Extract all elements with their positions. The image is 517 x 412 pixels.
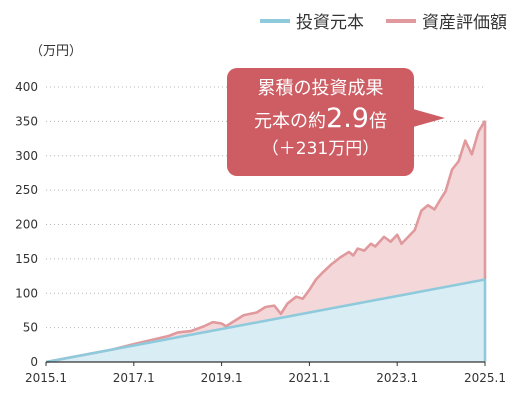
x-tick-label-0: 2015.1: [25, 371, 67, 385]
callout-multiplier: 2.9: [326, 103, 369, 135]
x-tick-label-1: 2017.1: [113, 371, 155, 385]
y-tick-label-100: 100: [15, 286, 38, 300]
x-tick-label-4: 2023.1: [376, 371, 418, 385]
callout-line1: 累積の投資成果: [257, 78, 384, 99]
callout-line3: （＋231万円）: [261, 138, 380, 159]
callout-box: 累積の投資成果 元本の約2.9倍 （＋231万円）: [227, 68, 414, 176]
x-tick-label-5: 2025.1: [464, 371, 506, 385]
callout-line2: 元本の約2.9倍: [227, 101, 414, 137]
line-principal: [45, 278, 486, 364]
y-tick-label-300: 300: [15, 149, 38, 163]
y-tick-label-150: 150: [15, 252, 38, 266]
callout-pointer: [413, 109, 445, 127]
y-tick-label-250: 250: [15, 183, 38, 197]
area-assets: [46, 120, 485, 362]
callout-line2-prefix: 元本の約: [254, 111, 327, 133]
legend: 投資元本 資産評価額: [238, 8, 507, 33]
legend-label-assets: 資産評価額: [422, 13, 507, 33]
legend-swatch-assets: [386, 18, 416, 23]
legend-swatch-principal: [260, 18, 290, 23]
line-assets: [45, 120, 487, 364]
y-tick-label-0: 0: [30, 355, 38, 369]
legend-item-assets: 資産評価額: [386, 8, 507, 33]
y-tick-label-200: 200: [15, 218, 38, 232]
y-axis-unit-label: （万円）: [30, 44, 83, 59]
x-tick-label-2: 2019.1: [201, 371, 243, 385]
legend-label-principal: 投資元本: [296, 13, 364, 33]
y-tick-label-350: 350: [15, 114, 38, 128]
x-tick-label-3: 2021.1: [288, 371, 330, 385]
legend-item-principal: 投資元本: [260, 8, 364, 33]
callout-line2-suffix: 倍: [368, 111, 387, 133]
y-tick-label-50: 50: [23, 321, 38, 335]
y-tick-label-400: 400: [15, 80, 38, 94]
